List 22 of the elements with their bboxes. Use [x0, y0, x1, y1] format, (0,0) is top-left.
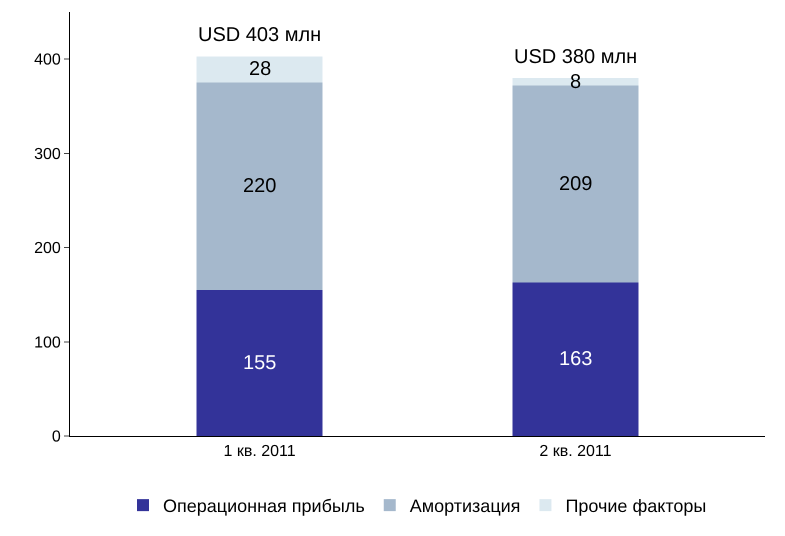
x-tick-label: 1 кв. 2011 — [223, 443, 296, 460]
legend-label: Амортизация — [410, 496, 520, 516]
data-label: 209 — [559, 173, 592, 195]
data-label: 220 — [243, 175, 276, 197]
bar — [196, 82, 323, 290]
y-tick-label: 200 — [34, 240, 61, 258]
bar — [196, 290, 323, 436]
y-tick-label: 100 — [34, 334, 61, 352]
data-label: 155 — [243, 352, 276, 374]
data-label: 28 — [249, 58, 272, 80]
x-tick-label: 2 кв. 2011 — [539, 443, 612, 460]
total-label: USD 403 млн — [198, 24, 322, 46]
bar — [196, 56, 323, 83]
y-tick-label: 300 — [34, 146, 61, 163]
legend-label: Операционная прибыль — [163, 496, 365, 516]
y-tick-label: 0 — [52, 428, 61, 446]
total-label: USD 380 млн — [514, 46, 638, 68]
data-label: 163 — [559, 348, 592, 370]
legend-label: Прочие факторы — [565, 496, 706, 516]
y-tick-label: 400 — [34, 52, 61, 69]
bar — [512, 282, 639, 436]
data-label: 8 — [570, 71, 582, 93]
